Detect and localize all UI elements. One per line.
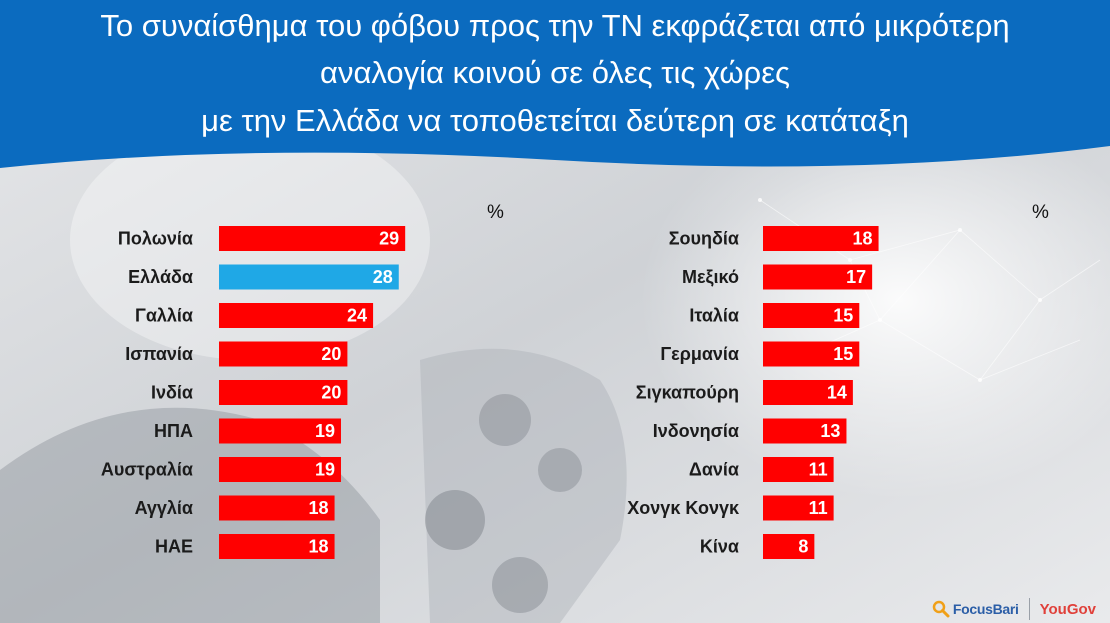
- bar: [763, 457, 834, 482]
- category-label: Γαλλία: [135, 306, 193, 326]
- bar: [219, 534, 335, 559]
- data-label: 13: [820, 421, 840, 441]
- bar: [763, 341, 860, 367]
- focusbari-logo: FocusBari: [932, 600, 1019, 618]
- category-label: Μεξικό: [682, 267, 739, 288]
- magnifier-icon: [932, 600, 950, 618]
- data-label: 19: [315, 421, 335, 441]
- data-label: 15: [833, 344, 853, 364]
- category-label: Ιταλία: [689, 306, 739, 326]
- logos: FocusBari YouGov: [932, 597, 1096, 621]
- data-label: 18: [853, 229, 873, 249]
- bar: [763, 418, 847, 444]
- data-label: 8: [798, 537, 808, 557]
- bar: [763, 303, 860, 328]
- bar: [219, 303, 374, 328]
- data-label: 11: [809, 460, 828, 480]
- title-line-3: με την Ελλάδα να τοποθετείται δεύτερη σε…: [201, 103, 909, 138]
- data-label: 17: [846, 267, 866, 287]
- logo-divider: [1028, 598, 1030, 620]
- bar: [219, 457, 341, 482]
- bar: [219, 341, 348, 367]
- category-label: Ινδονησία: [653, 421, 739, 441]
- data-label: 11: [809, 498, 828, 518]
- category-label: Πολωνία: [118, 229, 193, 249]
- title-banner: [0, 0, 1110, 168]
- category-label: Ελλάδα: [128, 267, 193, 287]
- category-label: ΗΠΑ: [154, 421, 193, 441]
- unit-label: %: [487, 202, 504, 223]
- category-label: Κίνα: [700, 537, 739, 557]
- chart-panel-1: % Πολωνία 29 Ελλάδα 28 Γαλλία 24 Ισπανία 20 Ινδία…: [101, 202, 504, 559]
- data-label: 19: [315, 460, 335, 480]
- category-label: Δανία: [689, 460, 739, 480]
- data-label: 28: [373, 267, 393, 287]
- bar: [219, 226, 406, 251]
- data-label: 20: [321, 344, 341, 364]
- data-label: 14: [827, 383, 847, 403]
- category-label: ΗΑΕ: [155, 537, 193, 557]
- bar: [219, 264, 399, 290]
- bar: [763, 226, 879, 251]
- bar: [763, 264, 873, 290]
- bar: [763, 534, 815, 559]
- title-line-1: Το συναίσθημα του φόβου προς την ΤΝ εκφρ…: [100, 8, 1010, 43]
- bar: [763, 495, 834, 521]
- bar: [763, 380, 853, 405]
- data-label: 20: [321, 383, 341, 403]
- yougov-logo: YouGov: [1039, 600, 1096, 618]
- chart-panel-2: % Σουηδία 18 Μεξικό 17 Ιταλία 15 Γερμανία 15 Σιγκ…: [627, 202, 1049, 559]
- data-label: 18: [309, 537, 329, 557]
- bar: [219, 418, 341, 444]
- data-label: 18: [309, 498, 329, 518]
- bar: [219, 380, 348, 405]
- data-label: 29: [379, 229, 399, 249]
- category-label: Γερμανία: [660, 344, 739, 364]
- category-label: Χονγκ Κονγκ: [627, 498, 740, 518]
- category-label: Σουηδία: [669, 229, 739, 249]
- data-label: 24: [347, 306, 367, 326]
- title-line-2: αναλογία κοινού σε όλες τις χώρες: [320, 55, 790, 90]
- unit-label: %: [1032, 202, 1049, 223]
- focusbari-logo-text: FocusBari: [952, 601, 1019, 617]
- category-label: Αυστραλία: [101, 460, 193, 480]
- category-label: Ινδία: [151, 383, 193, 403]
- data-label: 15: [833, 306, 853, 326]
- category-label: Σιγκαπούρη: [636, 383, 739, 403]
- bar: [219, 495, 335, 521]
- category-label: Αγγλία: [135, 498, 193, 518]
- category-label: Ισπανία: [125, 344, 193, 364]
